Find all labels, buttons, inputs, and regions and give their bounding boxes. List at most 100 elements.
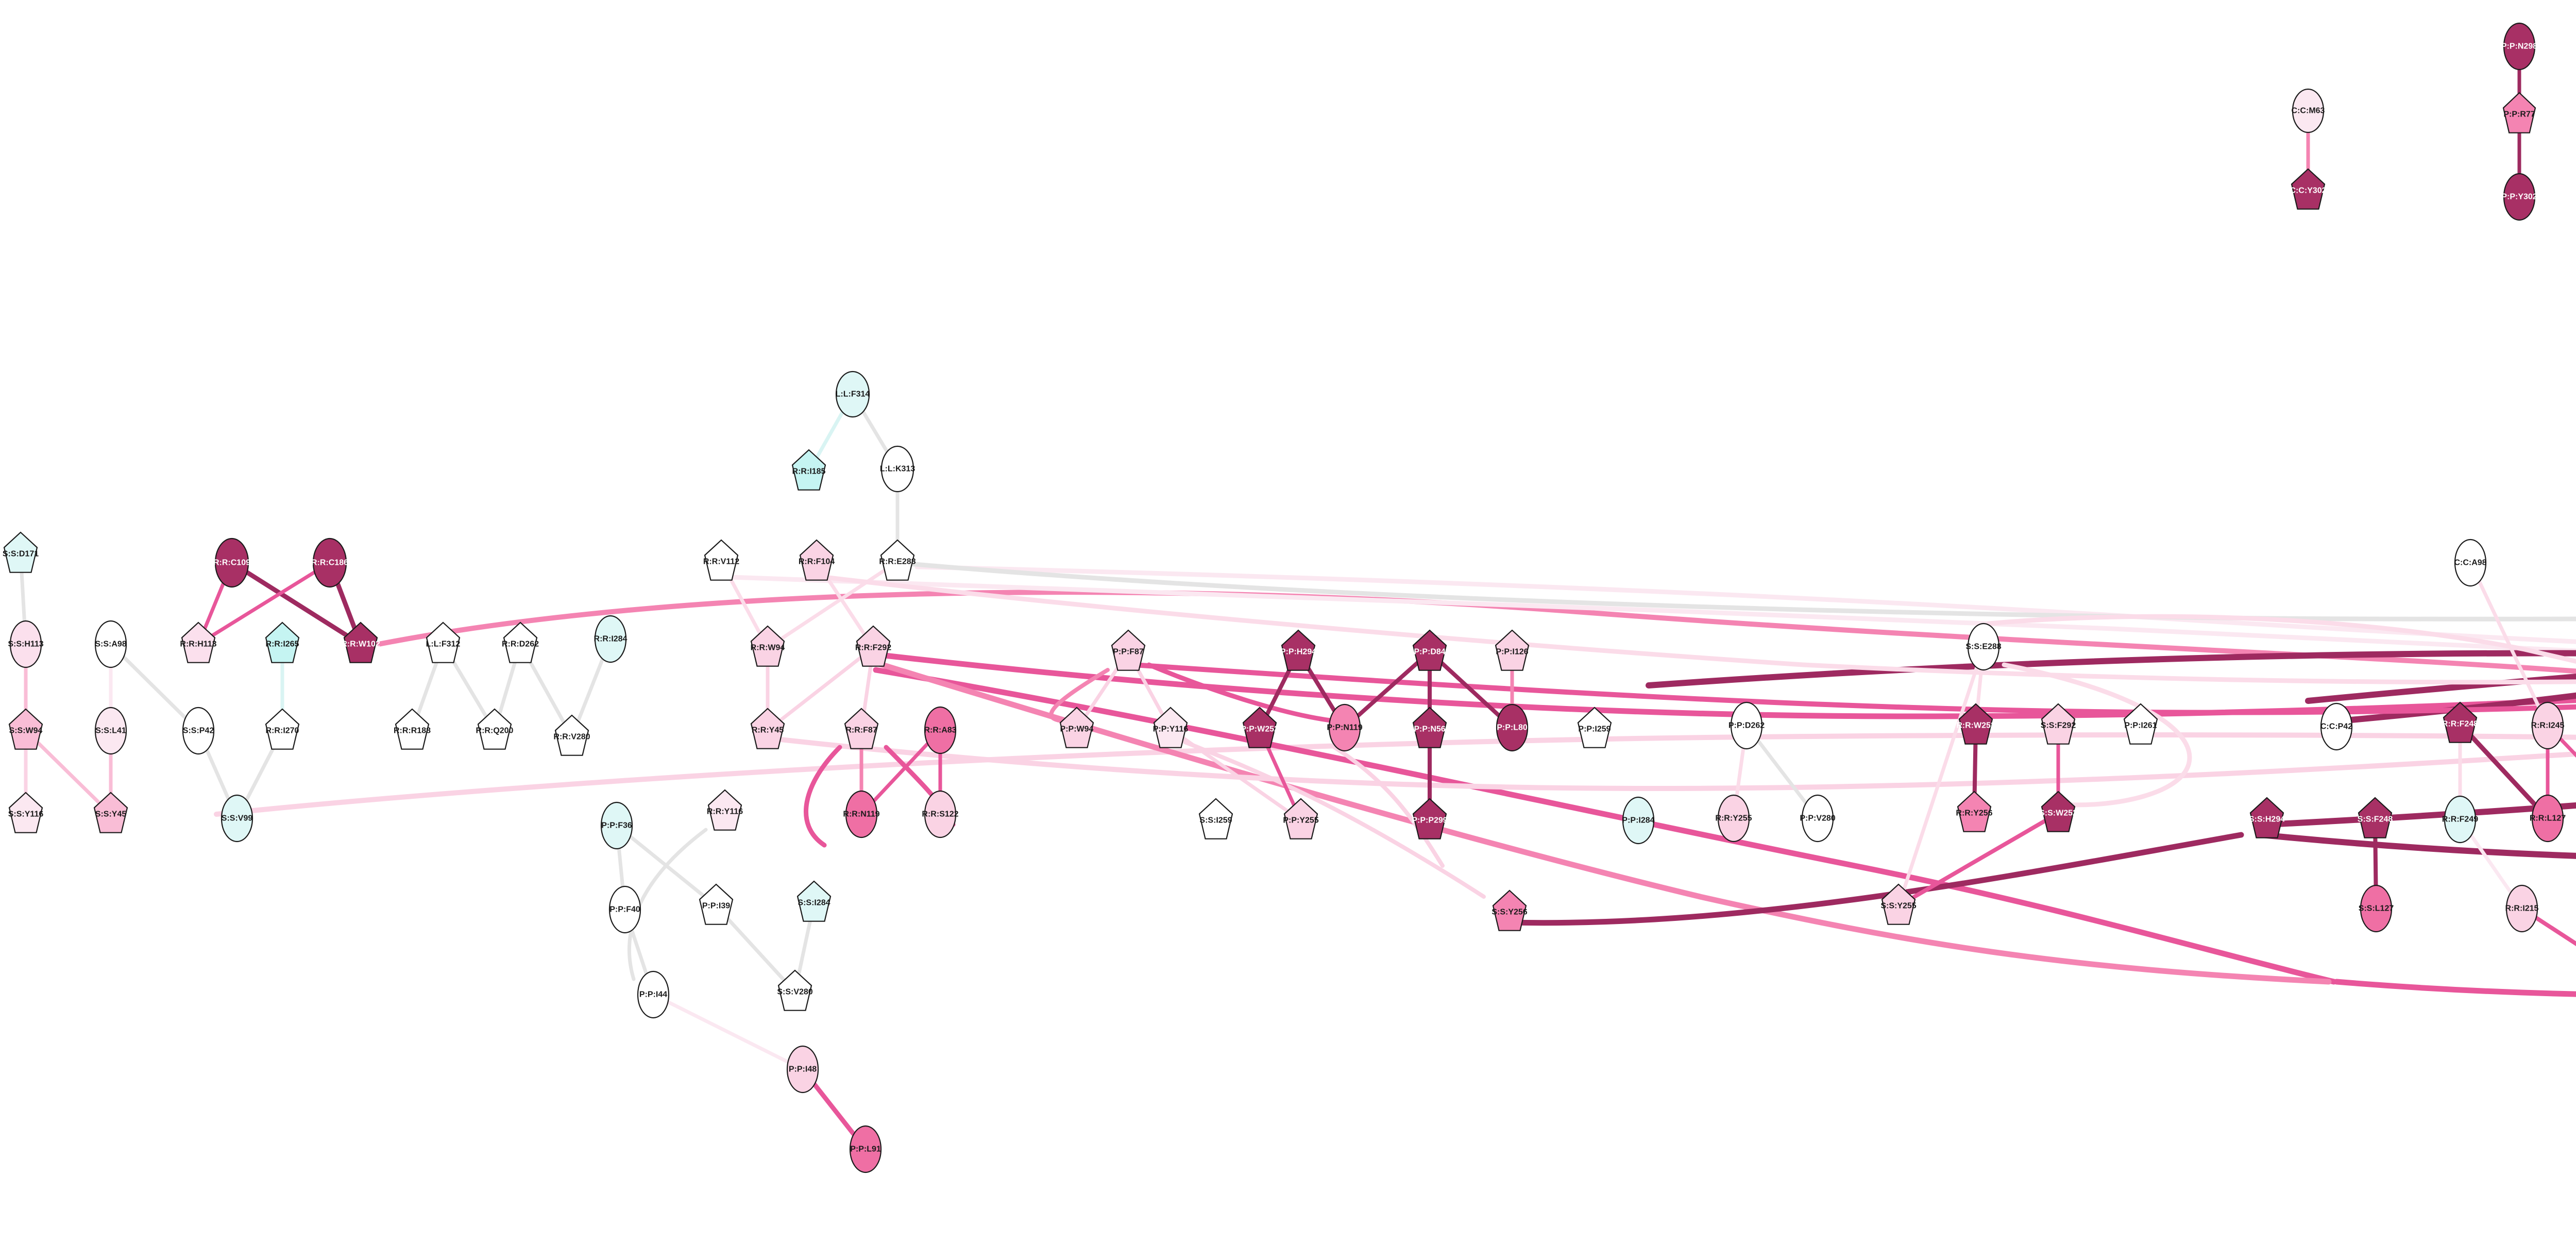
node-pentagon[interactable] [1198, 798, 1233, 839]
graph-node[interactable]: R:R:V112 [703, 539, 739, 581]
node-ellipse[interactable] [2531, 794, 2564, 843]
graph-node[interactable]: R:R:C109 [213, 537, 250, 588]
graph-node[interactable]: S:S:W94 [8, 708, 43, 750]
graph-node[interactable]: R:R:V280 [553, 714, 590, 756]
graph-node[interactable]: P:P:I39 [699, 883, 734, 925]
graph-node[interactable]: P:P:Y116 [1153, 707, 1189, 748]
graph-node[interactable]: R:R:I215 [2505, 884, 2539, 933]
node-pentagon[interactable] [1111, 629, 1146, 671]
node-ellipse[interactable] [1717, 794, 1750, 843]
node-pentagon[interactable] [3, 531, 38, 573]
graph-node[interactable]: R:R:Y116 [707, 789, 743, 831]
graph-node[interactable]: R:R:Y255 [1715, 794, 1752, 843]
node-ellipse[interactable] [2503, 22, 2536, 71]
node-pentagon[interactable] [2291, 168, 2326, 210]
node-ellipse[interactable] [2360, 884, 2393, 933]
graph-node[interactable]: R:R:I265 [265, 621, 300, 663]
graph-node[interactable]: P:P:F36 [600, 801, 633, 850]
graph-node[interactable]: C:C:A98 [2454, 539, 2487, 587]
node-pentagon[interactable] [1881, 883, 1916, 925]
node-ellipse[interactable] [786, 1045, 819, 1094]
node-ellipse[interactable] [94, 707, 127, 755]
graph-node[interactable]: S:S:Y45 [93, 792, 128, 833]
node-pentagon[interactable] [2041, 791, 2076, 832]
node-pentagon[interactable] [1577, 707, 1612, 748]
node-pentagon[interactable] [796, 880, 832, 922]
node-pentagon[interactable] [1958, 703, 1993, 745]
node-ellipse[interactable] [924, 790, 957, 838]
node-pentagon[interactable] [265, 708, 300, 750]
node-ellipse[interactable] [221, 794, 253, 843]
node-pentagon[interactable] [2358, 797, 2393, 838]
node-pentagon[interactable] [791, 449, 826, 491]
node-pentagon[interactable] [2249, 797, 2284, 838]
node-pentagon[interactable] [1412, 798, 1447, 839]
node-ellipse[interactable] [214, 537, 249, 588]
node-pentagon[interactable] [1059, 707, 1094, 748]
node-ellipse[interactable] [835, 371, 870, 418]
node-ellipse[interactable] [312, 537, 347, 588]
graph-node[interactable]: R:R:R188 [394, 708, 431, 750]
node-pentagon[interactable] [2502, 92, 2536, 133]
graph-node[interactable]: R:R:W102 [341, 621, 380, 663]
node-pentagon[interactable] [1492, 889, 1527, 931]
node-pentagon[interactable] [1412, 629, 1447, 671]
graph-node[interactable]: S:S:F248 [2358, 797, 2393, 838]
node-pentagon[interactable] [2123, 703, 2158, 745]
node-ellipse[interactable] [2454, 539, 2487, 587]
graph-node[interactable]: C:C:Y302 [2290, 168, 2327, 210]
graph-node[interactable]: S:S:H294 [2249, 797, 2285, 838]
graph-node[interactable]: P:P:Y255 [1283, 798, 1319, 839]
node-pentagon[interactable] [8, 708, 43, 750]
node-ellipse[interactable] [2531, 701, 2564, 750]
node-pentagon[interactable] [554, 714, 589, 756]
graph-node[interactable]: R:R:F104 [799, 539, 835, 581]
graph-node[interactable]: P:P:F87 [1111, 629, 1146, 671]
graph-node[interactable]: L:L:K313 [880, 445, 916, 493]
node-pentagon[interactable] [1281, 629, 1316, 671]
graph-node[interactable]: P:P:R77 [2502, 92, 2536, 133]
node-ellipse[interactable] [1967, 623, 2000, 671]
node-ellipse[interactable] [182, 707, 215, 755]
node-pentagon[interactable] [699, 883, 734, 925]
node-pentagon[interactable] [1283, 798, 1318, 839]
graph-node[interactable]: P:P:N298 [2501, 22, 2537, 71]
graph-node[interactable]: P:P:I259 [1577, 707, 1612, 748]
node-pentagon[interactable] [181, 621, 216, 663]
node-pentagon[interactable] [856, 625, 891, 667]
node-pentagon[interactable] [426, 621, 461, 663]
graph-node[interactable]: S:S:D171 [3, 531, 39, 573]
graph-node[interactable]: S:S:Y116 [8, 792, 44, 833]
node-pentagon[interactable] [1495, 629, 1530, 671]
node-pentagon[interactable] [777, 969, 812, 1011]
node-pentagon[interactable] [750, 625, 785, 667]
node-ellipse[interactable] [2503, 173, 2536, 221]
graph-node[interactable]: R:R:I284 [594, 615, 628, 663]
graph-node[interactable]: R:R:W94 [750, 625, 785, 667]
graph-node[interactable]: P:P:F40 [608, 885, 641, 934]
node-pentagon[interactable] [1242, 707, 1277, 748]
graph-node[interactable]: R:R:I185 [791, 449, 826, 491]
node-ellipse[interactable] [849, 1125, 882, 1173]
graph-node[interactable]: R:R:E288 [879, 539, 916, 581]
node-ellipse[interactable] [2444, 795, 2477, 844]
graph-node[interactable]: P:P:N56 [1412, 707, 1447, 748]
node-pentagon[interactable] [844, 708, 879, 749]
node-ellipse[interactable] [880, 445, 914, 493]
graph-node[interactable]: S:S:W252 [2039, 791, 2077, 832]
graph-node[interactable]: R:R:A83 [924, 706, 957, 754]
node-pentagon[interactable] [1957, 791, 1992, 832]
node-pentagon[interactable] [503, 621, 538, 663]
node-ellipse[interactable] [9, 620, 42, 668]
graph-node[interactable]: P:P:L80 [1496, 703, 1529, 752]
graph-node[interactable]: R:R:C186 [311, 537, 348, 588]
node-pentagon[interactable] [799, 539, 834, 581]
node-pentagon[interactable] [265, 621, 300, 663]
graph-node[interactable]: P:P:H294 [1280, 629, 1316, 671]
graph-node[interactable]: S:S:Y256 [1492, 889, 1528, 931]
graph-node[interactable]: S:S:L127 [2359, 884, 2394, 933]
graph-node[interactable]: R:R:D262 [502, 621, 539, 663]
graph-node[interactable]: R:R:F87 [844, 708, 879, 749]
graph-node[interactable]: R:R:S122 [922, 790, 959, 838]
